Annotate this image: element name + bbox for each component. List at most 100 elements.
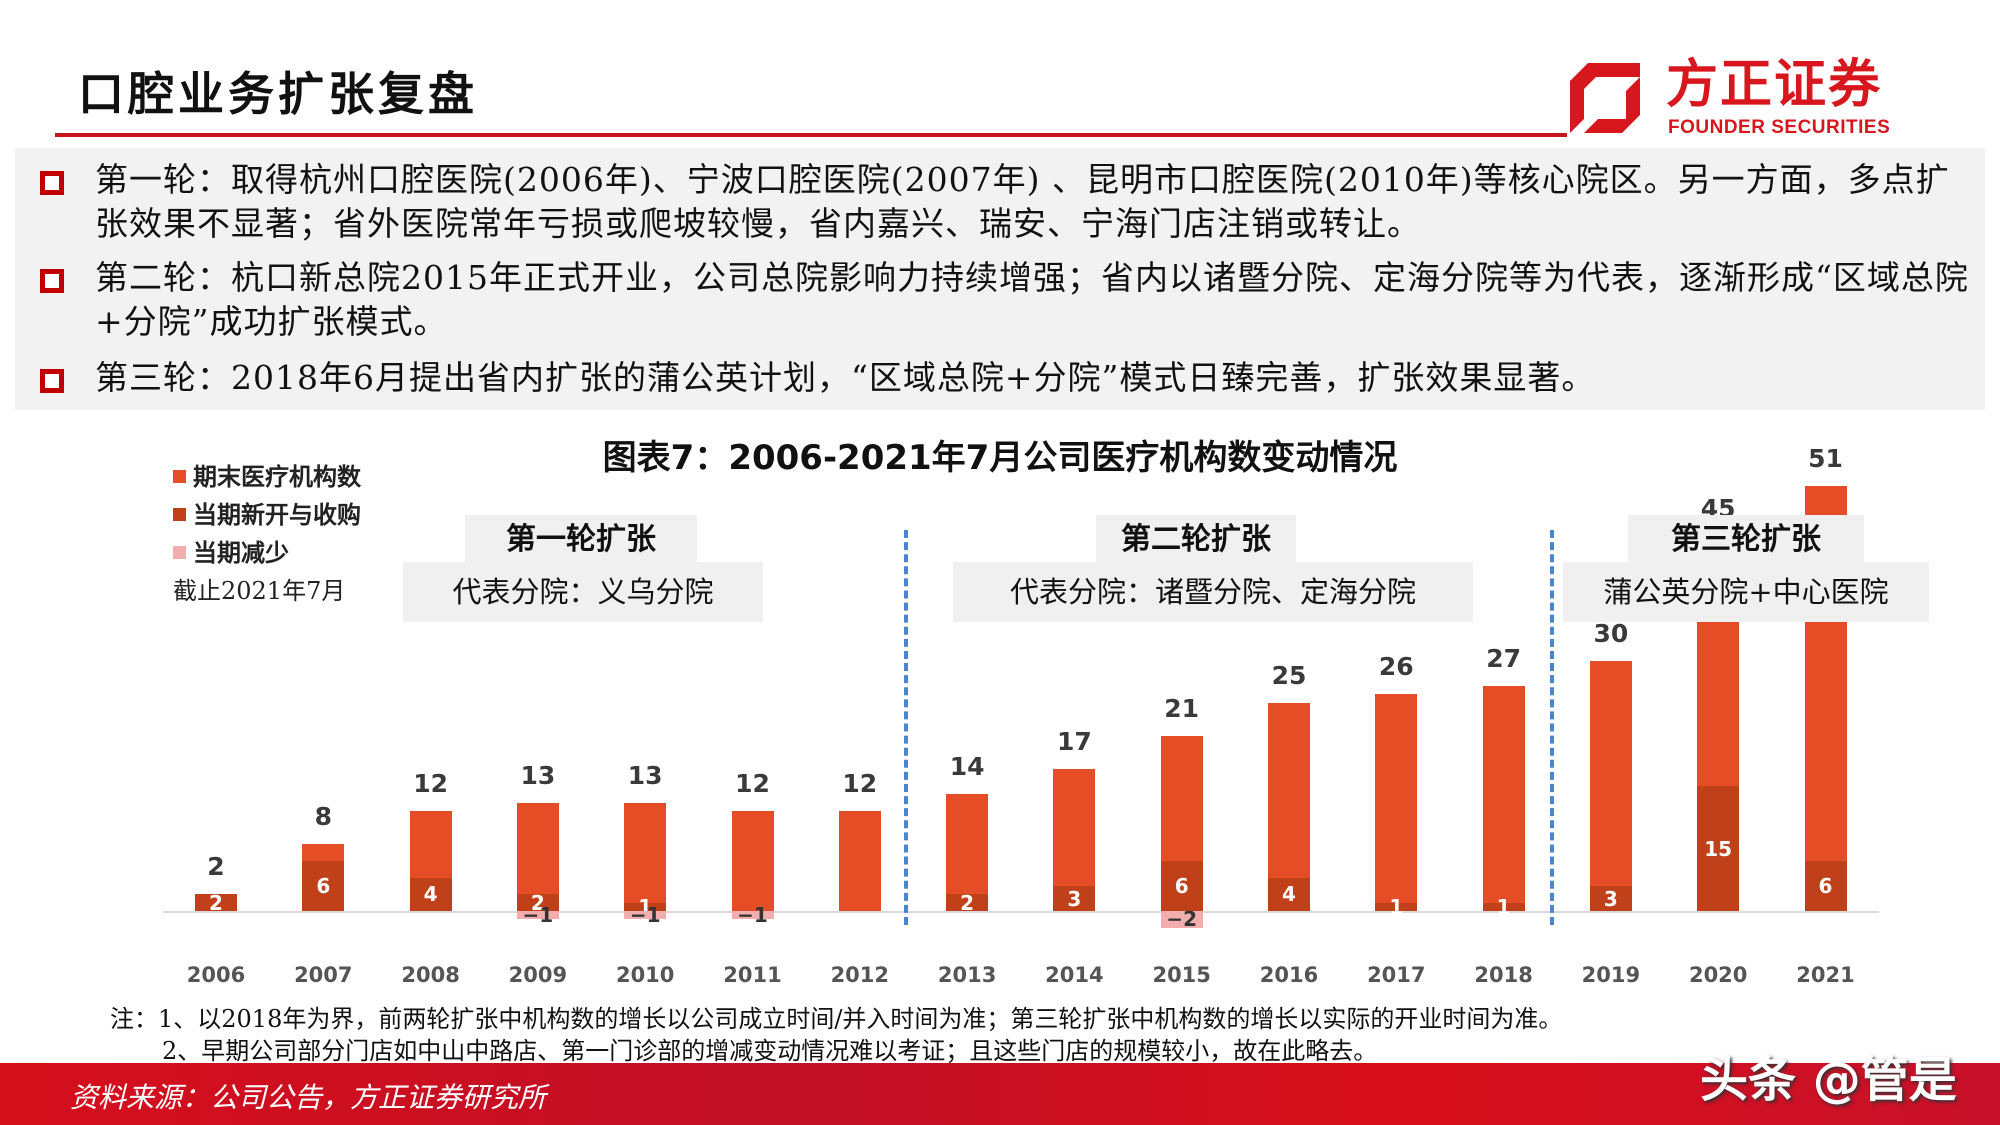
bar-2014: 3 [1053,769,1096,911]
bar-segment-total [516,802,559,911]
square-bullet-icon [40,369,64,393]
logo-mark-icon [1570,63,1640,133]
logo-english-name: FOUNDER SECURITIES [1668,117,1891,138]
legend-swatch [173,546,186,559]
chart-notes: 注：1、以2018年为界，前两轮扩张中机构数的增长以公司成立时间/并入时间为准；… [110,1003,1562,1067]
bar-segment-total [1268,702,1310,911]
title-divider [55,133,1567,137]
value-label-total: 13 [627,760,663,790]
value-label-total: 12 [735,769,770,799]
value-label-new: 6 [1174,873,1189,898]
value-label-total: 8 [314,802,332,832]
bar-segment-total [624,802,667,911]
bar-2011: −1 [731,811,774,927]
bar-segment-new: 3 [1053,885,1096,911]
square-bullet-icon [40,269,64,293]
legend-swatch [173,508,186,521]
bar-2018: 1 [1482,686,1525,919]
bar-2009: 2 −1 [516,802,559,927]
legend-swatch [173,470,186,483]
value-label-decrease: −1 [629,903,661,928]
chart-baseline [163,911,1879,913]
chart-legend: 期末医疗机构数 当期新开与收购 当期减少 截止2021年7月 [173,460,361,612]
value-label-total: 21 [1164,694,1200,724]
bar-2012 [838,811,881,911]
bar-segment-total [946,794,989,911]
value-label-total: 12 [842,769,878,799]
x-axis-label: 2017 [1367,963,1426,987]
x-axis-label: 2012 [830,963,890,987]
x-axis-label: 2018 [1474,963,1533,987]
value-label-decrease: −2 [1166,907,1198,932]
value-label-new: 1 [1389,894,1404,919]
value-label-total: 26 [1378,652,1414,682]
summary-bullets: 第一轮：取得杭州口腔医院(2006年)、宁波口腔医院(2007年) 、昆明市口腔… [15,148,1985,410]
phase-subtitle: 代表分院：诸暨分院、定海分院 [953,562,1473,622]
bar-2013: 2 [946,794,989,915]
phase-subtitle: 代表分院：义乌分院 [403,562,763,622]
phase-title: 第一轮扩张 [465,515,697,565]
bar-segment-new: 6 [1804,861,1847,911]
bar-segment-total [1482,686,1525,911]
x-axis-label: 2016 [1259,963,1319,987]
legend-item-new-acquired: 当期新开与收购 [173,498,361,536]
bar-segment-decrease: −1 [731,903,774,927]
phase-title: 第二轮扩张 [1096,515,1296,565]
bar-segment-new: 6 [302,861,345,911]
value-label-total: 2 [207,852,225,882]
value-label-new: 6 [1818,873,1833,898]
bar-2016: 4 [1268,702,1310,911]
value-label-new: 3 [1603,886,1618,911]
x-axis-label: 2006 [186,963,246,987]
value-label-new: 2 [960,890,975,915]
value-label-total: 17 [1056,727,1092,757]
bullet-text: 第一轮：取得杭州口腔医院(2006年)、宁波口腔医院(2007年) 、昆明市口腔… [95,160,1950,243]
value-label-decrease: −1 [737,903,768,928]
as-of-date: 截止2021年7月 [173,577,346,605]
legend-item-decrease: 当期减少 [173,536,361,574]
phase-divider-2012-2013 [904,530,908,925]
x-axis-label: 2015 [1152,963,1211,987]
x-axis-label: 2009 [508,963,568,987]
logo-chinese-name: 方正证券 [1666,55,1883,115]
bar-2010: 1 −1 [624,802,667,927]
bar-segment-total [1375,694,1418,911]
bar-segment-decrease: −2 [1160,907,1203,931]
bar-2015: 6 −2 [1160,736,1203,931]
bar-segment-new: 4 [409,877,452,911]
bar-segment-total [1589,661,1632,911]
phase-divider-2018-2019 [1550,530,1554,925]
value-label-total: 51 [1808,444,1843,474]
x-axis-label: 2007 [294,963,353,987]
value-label-new: 4 [1282,882,1296,907]
phase-subtitle: 蒲公英分院+中心医院 [1563,562,1929,622]
bar-segment-new: 2 [516,891,559,915]
x-axis-label: 2020 [1688,963,1748,987]
value-label-decrease: −1 [522,903,554,928]
watermark: 头条 @管是 [1700,1052,1957,1108]
value-label-new: 2 [209,890,223,915]
value-label-total: 25 [1271,660,1307,690]
bullet-text: 第三轮：2018年6月提出省内扩张的蒲公英计划，“区域总院+分院”模式日臻完善，… [95,358,1596,397]
bar-segment-decrease: −1 [624,903,667,927]
x-axis-label: 2008 [401,963,460,987]
x-axis-label: 2010 [615,963,675,987]
footer-bar: 资料来源：公司公告，方正证券研究所 [0,1063,2000,1125]
x-axis-label: 2013 [937,963,997,987]
bar-segment-decrease: −1 [516,903,559,927]
value-label-new: 1 [1496,894,1511,919]
value-label-total: 27 [1486,644,1521,674]
legend-item-period-end: 期末医疗机构数 [173,460,361,498]
bar-segment-new: 15 [1697,786,1740,911]
x-axis-label: 2014 [1045,963,1104,987]
x-axis-label: 2021 [1796,963,1855,987]
x-axis-label: 2019 [1581,963,1641,987]
value-label-new: 15 [1704,836,1733,861]
value-label-total: 12 [413,769,448,799]
note-1: 注：1、以2018年为界，前两轮扩张中机构数的增长以公司成立时间/并入时间为准；… [110,1005,1563,1033]
square-bullet-icon [40,171,64,195]
bar-segment-new: 3 [1589,886,1632,911]
bar-2008: 4 [409,811,452,911]
chart-title: 图表7：2006-2021年7月公司医疗机构数变动情况 [602,438,1398,478]
bar-2019: 3 [1589,661,1632,911]
